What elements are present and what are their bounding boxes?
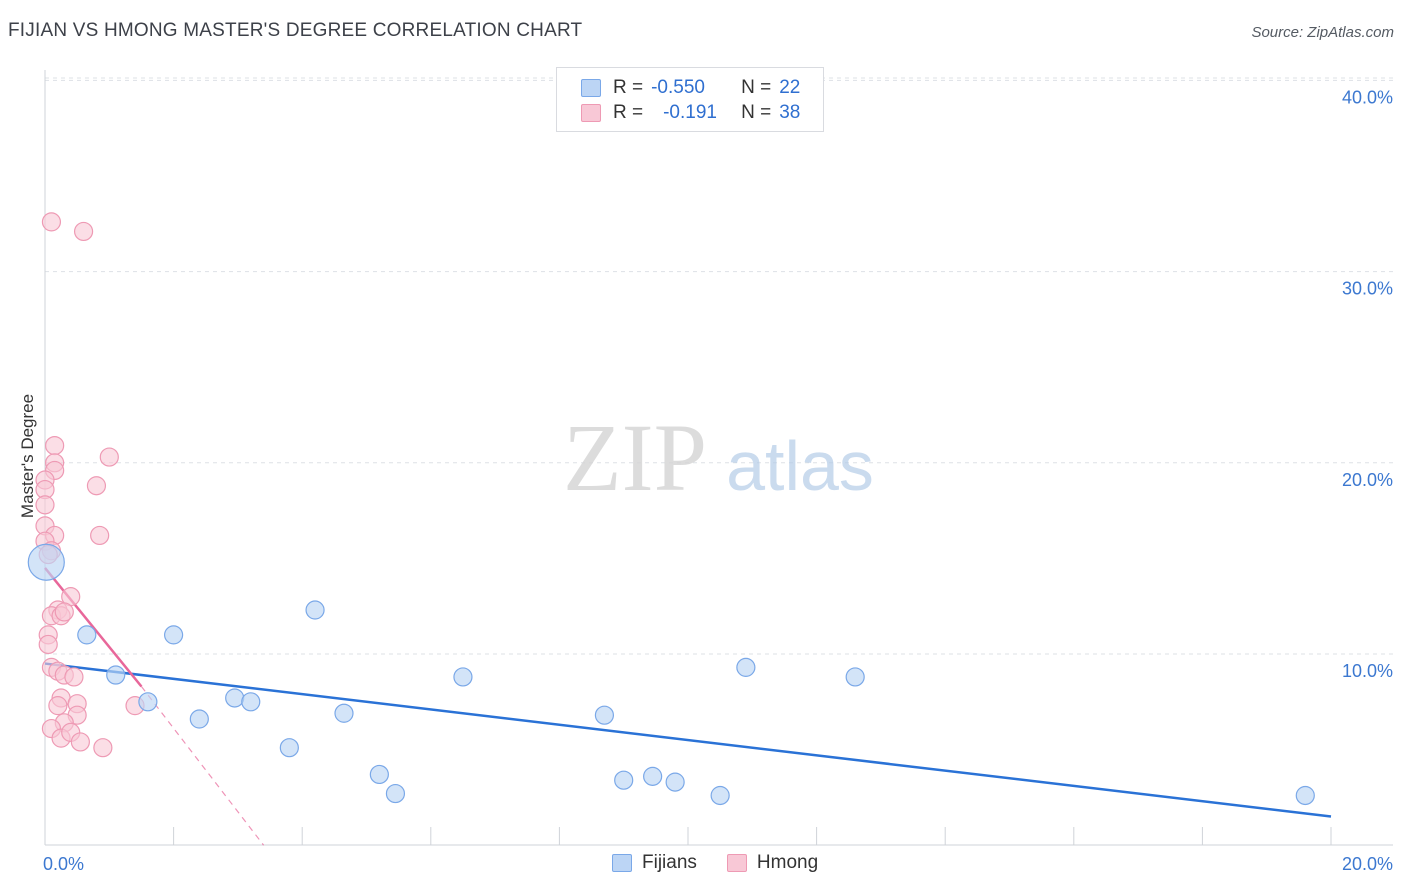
trend-lines bbox=[44, 567, 1332, 846]
fijians-point bbox=[736, 657, 756, 677]
legend-box: R = -0.550 N = 22 R = -0.191 N = 38 bbox=[556, 67, 824, 132]
hmong-point bbox=[54, 602, 74, 622]
fijians-point bbox=[189, 709, 209, 729]
fijians-point bbox=[710, 785, 730, 806]
fijians-point bbox=[614, 770, 634, 790]
legend-item-fijians: Fijians bbox=[612, 852, 697, 874]
fijians-point bbox=[453, 667, 473, 687]
hmong-point bbox=[90, 525, 110, 546]
fijians-point bbox=[164, 625, 184, 645]
hmong-point bbox=[38, 634, 58, 655]
fijians-point bbox=[845, 667, 865, 687]
grid-lines bbox=[45, 77, 1393, 655]
fijians-point bbox=[643, 766, 663, 786]
fijians-point bbox=[138, 692, 158, 712]
x-tick-label: 0.0% bbox=[43, 854, 84, 874]
fijians-point bbox=[334, 703, 354, 723]
r-value: -0.191 bbox=[663, 102, 717, 123]
r-value: -0.550 bbox=[651, 77, 705, 98]
fijians-point bbox=[106, 665, 126, 685]
hmong-point bbox=[99, 447, 119, 467]
fijians-point bbox=[385, 783, 406, 804]
legend-item-hmong: Hmong bbox=[726, 852, 819, 874]
fijians-point bbox=[594, 705, 615, 725]
fijians-point bbox=[225, 688, 245, 708]
hmong-trend-extension bbox=[140, 686, 265, 846]
hmong-point bbox=[93, 738, 113, 758]
hmong-point bbox=[41, 212, 62, 232]
legend-row-hmong: R = -0.191 N = 38 bbox=[581, 101, 800, 125]
fijians-point bbox=[1295, 785, 1315, 806]
fijians-point bbox=[77, 625, 97, 645]
legend-row-fijians: R = -0.550 N = 22 bbox=[581, 76, 800, 100]
y-tick-label: 40.0% bbox=[1342, 87, 1393, 107]
hmong-legend-swatch bbox=[726, 854, 747, 872]
fijians-swatch bbox=[581, 79, 601, 97]
fijians-point bbox=[665, 772, 685, 792]
y-tick-label: 20.0% bbox=[1342, 470, 1393, 490]
axes bbox=[44, 70, 1393, 846]
hmong-trend-line bbox=[44, 567, 143, 688]
hmong-swatch bbox=[581, 104, 601, 122]
series-legend: Fijians Hmong bbox=[612, 852, 848, 874]
data-points bbox=[27, 212, 1315, 806]
y-tick-label: 30.0% bbox=[1342, 279, 1393, 299]
tick-labels: 10.0% 20.0% 30.0% 40.0% 0.0% 20.0% bbox=[43, 87, 1393, 874]
r-label: R = bbox=[613, 102, 644, 123]
n-value: 22 bbox=[779, 77, 801, 98]
y-axis-label: Master's Degree bbox=[18, 394, 37, 518]
r-label: R = bbox=[613, 77, 644, 98]
hmong-point bbox=[45, 435, 65, 456]
hmong-point bbox=[86, 476, 107, 496]
y-tick-label: 10.0% bbox=[1342, 661, 1393, 681]
fijians-trend-line bbox=[44, 662, 1332, 818]
source-label: Source: ZipAtlas.com bbox=[1251, 24, 1394, 41]
watermark-zip: ZIP bbox=[563, 404, 707, 511]
n-label: N = bbox=[741, 102, 772, 123]
fijians-point bbox=[305, 600, 325, 620]
fijians-point bbox=[241, 692, 261, 712]
hmong-point bbox=[64, 667, 84, 687]
hmong-point bbox=[35, 495, 55, 515]
hmong-point bbox=[48, 696, 68, 716]
n-label: N = bbox=[741, 77, 772, 98]
fijians-point bbox=[27, 543, 65, 581]
fijians-legend-swatch bbox=[612, 854, 632, 872]
fijians-point bbox=[369, 764, 389, 785]
n-value: 38 bbox=[779, 102, 801, 123]
watermark-atlas: atlas bbox=[726, 427, 874, 505]
x-tick-label: 20.0% bbox=[1342, 854, 1393, 874]
fijians-legend-label: Fijians bbox=[642, 852, 697, 873]
hmong-legend-label: Hmong bbox=[756, 852, 819, 873]
hmong-point bbox=[73, 221, 94, 242]
chart-title: FIJIAN VS HMONG MASTER'S DEGREE CORRELAT… bbox=[8, 20, 583, 41]
hmong-point bbox=[70, 732, 90, 752]
fijians-point bbox=[279, 738, 299, 758]
